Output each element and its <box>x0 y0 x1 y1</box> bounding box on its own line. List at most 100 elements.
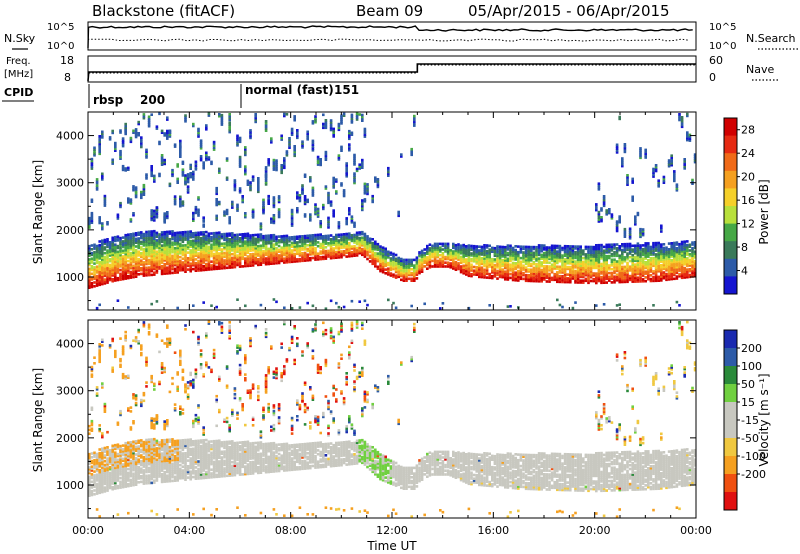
heatmap-cell <box>246 255 250 258</box>
heatmap-cell <box>420 253 424 256</box>
heatmap-cell <box>283 112 286 116</box>
heatmap-cell <box>402 262 406 265</box>
heatmap-cell <box>275 252 278 256</box>
heatmap-cell <box>306 301 309 305</box>
heatmap-cell <box>192 247 195 250</box>
heatmap-cell <box>379 266 382 269</box>
heatmap-cell <box>306 249 309 253</box>
heatmap-cell <box>680 121 684 125</box>
heatmap-cell <box>605 270 608 273</box>
heatmap-cell <box>348 249 351 252</box>
heatmap-cell <box>142 257 146 260</box>
heatmap-cell <box>504 262 507 266</box>
heatmap-cell <box>225 238 229 241</box>
heatmap-cell <box>426 256 429 259</box>
heatmap-cell <box>166 118 169 121</box>
heatmap-cell <box>589 249 593 253</box>
heatmap-cell <box>618 303 621 306</box>
heatmap-cell <box>192 172 195 176</box>
heatmap-cell <box>571 275 575 278</box>
heatmap-cell <box>683 255 686 259</box>
heatmap-cell <box>355 114 359 117</box>
heatmap-cell <box>579 262 582 265</box>
heatmap-cell <box>108 242 112 246</box>
heatmap-cell <box>691 247 694 250</box>
heatmap-cell <box>670 268 673 271</box>
heatmap-cell <box>613 267 616 271</box>
heatmap-cell <box>215 241 218 244</box>
heatmap-cell <box>160 240 164 244</box>
heatmap-cell <box>205 253 208 256</box>
heatmap-cell <box>137 257 140 261</box>
heatmap-cell <box>563 248 567 252</box>
heatmap-cell <box>335 301 338 305</box>
heatmap-cell <box>340 149 343 152</box>
heatmap-cell <box>322 240 325 244</box>
heatmap-cell <box>673 262 676 265</box>
heatmap-cell <box>168 258 172 262</box>
heatmap-cell <box>488 253 491 257</box>
heatmap-cell <box>639 261 642 264</box>
heatmap-cell <box>628 265 632 268</box>
heatmap-cell <box>394 257 398 261</box>
heatmap-cell <box>173 256 177 259</box>
heatmap-cell <box>199 158 203 162</box>
heatmap-cell <box>257 241 260 244</box>
heatmap-cell <box>644 251 647 255</box>
heatmap-cell <box>127 269 130 272</box>
heatmap-cell <box>467 306 471 310</box>
heatmap-cell <box>452 265 455 268</box>
heatmap-cell <box>563 280 567 284</box>
heatmap-cell <box>400 278 403 282</box>
heatmap-cell <box>537 261 541 264</box>
heatmap-cell <box>277 210 281 213</box>
heatmap-cell <box>511 248 515 252</box>
heatmap-cell <box>142 255 146 258</box>
heatmap-cell <box>223 242 226 245</box>
heatmap-cell <box>649 249 653 253</box>
heatmap-cell <box>350 119 354 122</box>
heatmap-cell <box>374 244 377 247</box>
heatmap-cell <box>142 274 146 277</box>
heatmap-cell <box>350 131 354 135</box>
heatmap-cell <box>132 232 135 236</box>
heatmap-cell <box>186 264 190 268</box>
heatmap-cell <box>660 250 663 254</box>
heatmap-cell <box>553 244 556 248</box>
heatmap-cell <box>179 153 182 157</box>
heatmap-cell <box>688 264 692 267</box>
heatmap-cell <box>108 136 112 139</box>
heatmap-cell <box>660 226 663 229</box>
heatmap-cell <box>275 161 278 164</box>
heatmap-cell <box>303 259 307 262</box>
heatmap-cell <box>218 231 221 234</box>
heatmap-cell <box>506 270 510 274</box>
heatmap-cell <box>498 273 502 277</box>
heatmap-cell <box>657 258 660 262</box>
heatmap-cell <box>184 230 187 234</box>
heatmap-cell <box>618 277 621 280</box>
heatmap-cell <box>631 280 634 283</box>
heatmap-cell <box>153 258 156 261</box>
heatmap-cell <box>361 202 364 206</box>
heatmap-cell <box>363 135 367 138</box>
heatmap-cell <box>228 241 231 245</box>
heatmap-cell <box>129 240 133 244</box>
heatmap-cell <box>618 115 621 119</box>
heatmap-cell <box>251 260 255 263</box>
heatmap-cell <box>111 162 114 165</box>
heatmap-cell <box>465 265 468 269</box>
heatmap-cell <box>111 255 114 258</box>
heatmap-cell <box>381 261 385 265</box>
heatmap-cell <box>667 257 671 260</box>
heatmap-cell <box>238 254 242 257</box>
heatmap-cell <box>683 242 686 245</box>
heatmap-cell <box>517 271 520 275</box>
heatmap-cell <box>602 249 606 252</box>
heatmap-cell <box>488 272 491 276</box>
heatmap-cell <box>540 253 543 257</box>
heatmap-cell <box>693 273 697 276</box>
heatmap-cell <box>127 306 130 309</box>
heatmap-cell <box>215 203 218 207</box>
heatmap-cell <box>114 264 117 267</box>
